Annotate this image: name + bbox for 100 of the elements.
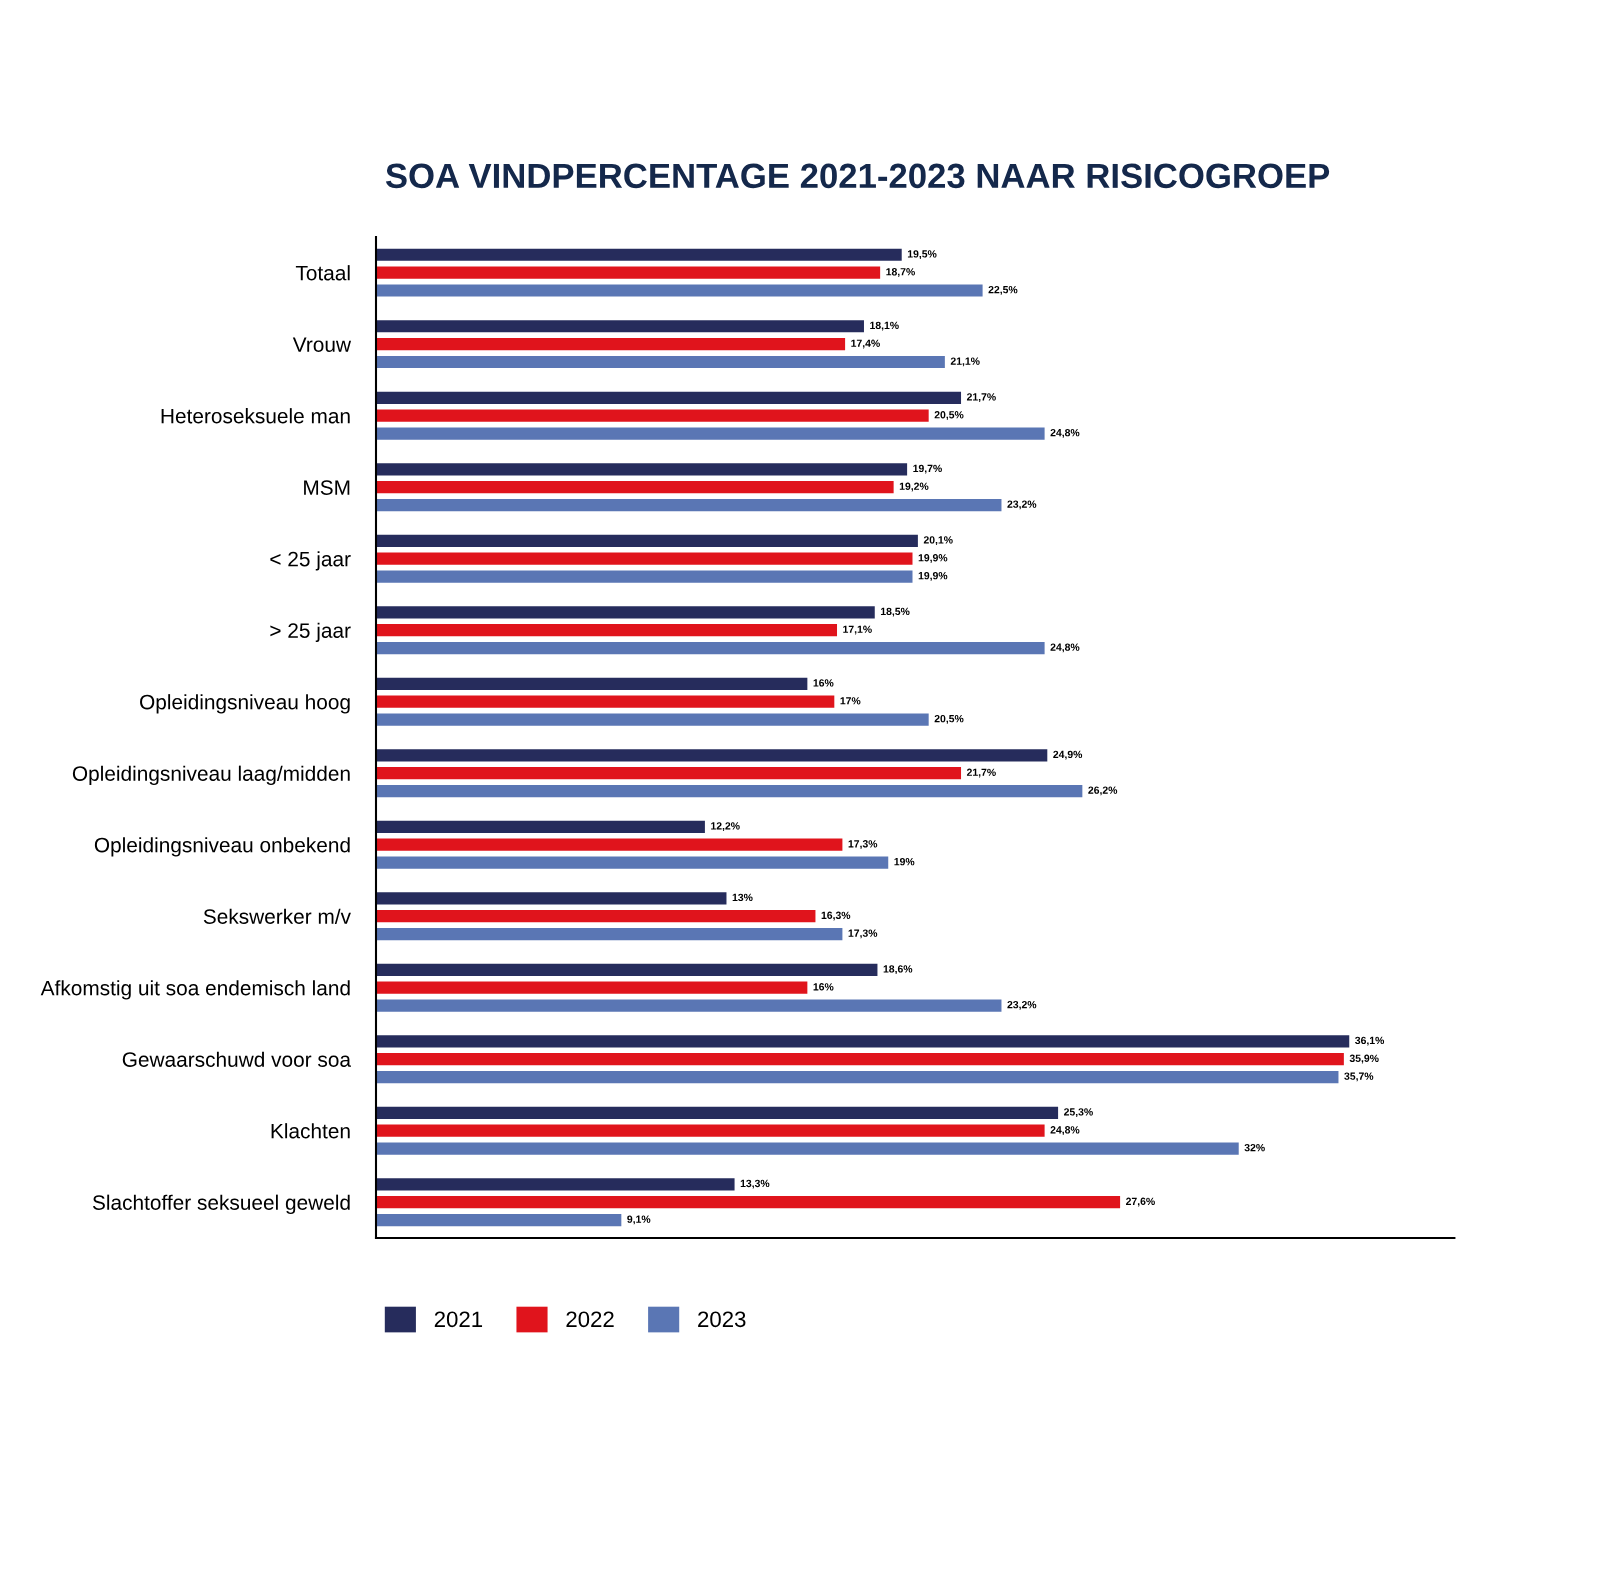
- bar: [376, 534, 918, 547]
- data-label: 25,3%: [1064, 1108, 1093, 1118]
- bar: [376, 463, 908, 476]
- bar: [376, 713, 929, 726]
- bar: [376, 749, 1048, 762]
- data-label: 19,9%: [918, 571, 948, 581]
- legend-label: 2023: [698, 1311, 746, 1328]
- data-label: 23,2%: [1007, 500, 1037, 510]
- bar: [376, 1196, 1121, 1209]
- data-label: 19,2%: [899, 482, 929, 492]
- data-label: 17,3%: [848, 840, 878, 849]
- data-label: 17%: [840, 697, 861, 705]
- data-label: 18,5%: [880, 607, 910, 617]
- data-label: 35,7%: [1344, 1072, 1374, 1082]
- bar: [376, 981, 808, 994]
- data-label: 24,8%: [1050, 1126, 1080, 1135]
- data-label: 18,1%: [870, 321, 899, 331]
- data-label: 24,8%: [1050, 643, 1080, 653]
- data-label: 23,2%: [1007, 1000, 1037, 1010]
- y-tick-label: Vrouw: [292, 337, 352, 352]
- legend-label: 2022: [566, 1311, 614, 1328]
- y-tick-label: Slachtoffer seksueel geweld: [92, 1194, 350, 1215]
- data-label: 36,1%: [1355, 1036, 1385, 1046]
- legend-label: 2021: [434, 1311, 483, 1328]
- data-label: 17,1%: [843, 625, 872, 635]
- bar: [376, 1035, 1350, 1048]
- bar: [376, 606, 875, 619]
- y-tick-label: MSM: [304, 480, 350, 495]
- data-label: 27,6%: [1126, 1197, 1155, 1207]
- y-tick-label: Afkomstig uit soa endemisch land: [40, 980, 350, 1000]
- data-label: 20,5%: [934, 714, 964, 724]
- bar: [376, 266, 881, 279]
- bar: [376, 570, 913, 583]
- bar: [376, 320, 864, 333]
- data-label: 16%: [813, 983, 834, 991]
- bar: [376, 695, 835, 708]
- data-label: 19%: [894, 857, 915, 866]
- bar: [376, 999, 1002, 1012]
- bar: [376, 248, 902, 261]
- bar: [376, 355, 945, 369]
- bar: [376, 641, 1045, 655]
- bar: [376, 1053, 1344, 1066]
- data-label: 13%: [732, 893, 753, 902]
- y-tick-label: Sekswerker m/v: [203, 908, 351, 924]
- data-label: 26,2%: [1088, 786, 1118, 796]
- bar: [376, 481, 894, 494]
- bar: [376, 767, 962, 780]
- chart-title: SOA VINDPERCENTAGE 2021-2023 NAAR RISICOGROEP: [385, 163, 1330, 189]
- data-label: 20,5%: [934, 411, 964, 420]
- bar: [376, 498, 1002, 512]
- bar: [376, 677, 808, 690]
- y-tick-label: Gewaarschuwd voor soa: [122, 1051, 352, 1067]
- y-tick-label: Totaal: [295, 265, 350, 281]
- data-label: 21,7%: [966, 393, 996, 403]
- data-label: 21,7%: [966, 768, 996, 778]
- data-label: 13,3%: [740, 1179, 770, 1189]
- y-tick-label: > 25 jaar: [270, 622, 351, 643]
- data-label: 18,7%: [886, 268, 915, 277]
- bar: [376, 1070, 1339, 1084]
- data-label: 9,1%: [627, 1215, 651, 1225]
- bar: [376, 1178, 735, 1191]
- data-label: 19,5%: [907, 250, 937, 260]
- y-tick-label: Heteroseksuele man: [161, 408, 350, 424]
- data-label: 12,2%: [711, 822, 740, 832]
- data-label: 18,6%: [883, 965, 913, 975]
- y-tick-label: Klachten: [271, 1123, 350, 1139]
- bar: [376, 624, 838, 637]
- data-label: 19,7%: [913, 464, 942, 474]
- bar: [376, 1213, 622, 1227]
- data-label: 35,9%: [1349, 1054, 1379, 1064]
- y-tick-label: Opleidingsniveau laag/midden: [72, 765, 350, 786]
- data-label: 24,8%: [1050, 428, 1080, 438]
- data-label: 17,4%: [851, 339, 880, 349]
- bar: [376, 1106, 1059, 1119]
- bar: [376, 1124, 1045, 1137]
- bar: [376, 552, 913, 565]
- bar: [376, 910, 816, 923]
- data-label: 32%: [1244, 1143, 1265, 1152]
- bar: [376, 856, 889, 869]
- bar: [376, 391, 962, 404]
- data-label: 21,1%: [950, 357, 980, 367]
- bar: [376, 409, 929, 422]
- bar: [376, 820, 705, 833]
- y-tick-label: Opleidingsniveau onbekend: [94, 837, 350, 857]
- bar: [376, 1142, 1239, 1155]
- bar: [376, 927, 843, 941]
- data-label: 22,5%: [988, 285, 1018, 295]
- bar: [376, 284, 983, 297]
- bar: [376, 784, 1083, 798]
- bar: [376, 892, 727, 905]
- data-label: 24,9%: [1053, 750, 1083, 760]
- data-label: 19,9%: [918, 554, 948, 563]
- y-tick-label: Opleidingsniveau hoog: [140, 694, 350, 714]
- bar: [376, 963, 878, 976]
- data-label: 16%: [813, 679, 834, 687]
- bar: [376, 838, 843, 851]
- data-label: 17,3%: [848, 929, 878, 939]
- data-label: 20,1%: [923, 536, 953, 546]
- y-tick-label: < 25 jaar: [270, 551, 351, 571]
- bar: [376, 338, 846, 351]
